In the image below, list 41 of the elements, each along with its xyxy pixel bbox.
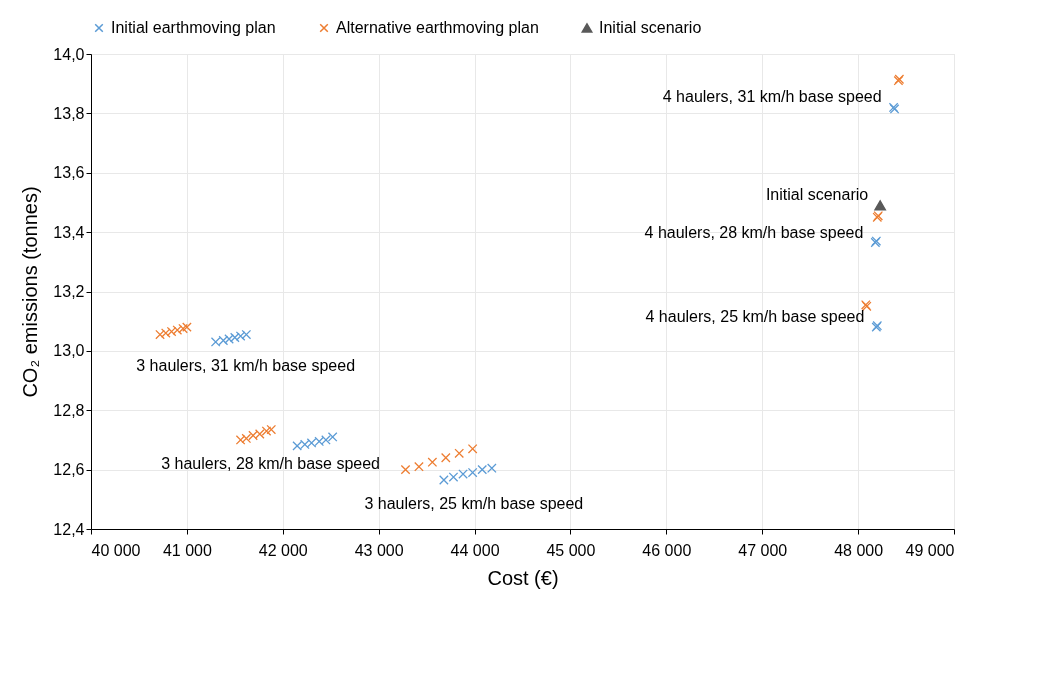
x-tick-label: 40 000 xyxy=(91,541,141,559)
x-tick-label: 41 000 xyxy=(162,541,212,559)
point xyxy=(454,448,465,459)
annotation: 4 haulers, 31 km/h base speed xyxy=(662,88,882,106)
x-axis-title: Cost (€) xyxy=(487,566,559,589)
y-tick-label: 13,8 xyxy=(53,104,85,122)
legend-label: Initial earthmoving plan xyxy=(111,19,276,36)
y-tick-label: 12,6 xyxy=(53,461,85,479)
x-tick-label: 48 000 xyxy=(834,541,884,559)
point xyxy=(874,200,887,211)
annotation: 3 haulers, 31 km/h base speed xyxy=(136,356,356,374)
y-tick-label: 13,6 xyxy=(53,164,85,182)
y-tick-label: 12,8 xyxy=(53,401,85,419)
x-tick-label: 46 000 xyxy=(642,541,692,559)
x-tick-label: 43 000 xyxy=(354,541,404,559)
point xyxy=(467,444,478,454)
x-tick-label: 42 000 xyxy=(258,541,308,559)
annotation: 4 haulers, 25 km/h base speed xyxy=(645,308,865,326)
annotation: 3 haulers, 25 km/h base speed xyxy=(364,495,584,513)
annotation: 4 haulers, 28 km/h base speed xyxy=(644,223,864,241)
y-tick-label: 14,0 xyxy=(53,45,85,63)
y-tick-label: 13,2 xyxy=(53,283,85,300)
legend-label: Initial scenario xyxy=(599,19,702,36)
x-tick-label: 47 000 xyxy=(738,541,788,559)
y-tick-label: 13,4 xyxy=(53,223,85,241)
point xyxy=(427,457,438,468)
x-tick-label: 45 000 xyxy=(546,541,596,559)
point xyxy=(261,426,272,436)
y-tick-label: 12,4 xyxy=(53,520,85,538)
point xyxy=(327,432,338,442)
y-tick-label: 13,0 xyxy=(53,342,85,360)
legend-label: Alternative earthmoving plan xyxy=(336,19,539,36)
annotation: Initial scenario xyxy=(765,186,869,204)
y-axis-title: CO₂ emissions (tonnes) xyxy=(19,186,42,398)
x-tick-label: 44 000 xyxy=(450,541,500,559)
annotation: 3 haulers, 28 km/h base speed xyxy=(161,454,380,472)
x-tick-label: 49 000 xyxy=(905,541,955,559)
point xyxy=(440,452,451,463)
point xyxy=(400,464,411,475)
point xyxy=(414,461,424,472)
point xyxy=(266,424,277,435)
